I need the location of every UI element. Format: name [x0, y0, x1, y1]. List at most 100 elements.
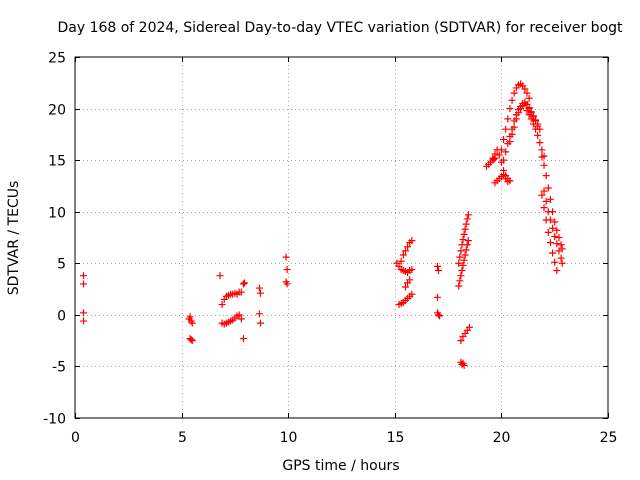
data-point: [408, 237, 416, 245]
data-point: [218, 301, 226, 309]
data-point: [542, 197, 550, 205]
data-point: [521, 85, 529, 93]
data-point: [502, 148, 510, 156]
y-tick-label: -10: [43, 412, 66, 428]
data-point: [555, 247, 563, 255]
data-point: [510, 89, 518, 97]
data-point: [534, 131, 542, 139]
data-point: [399, 251, 407, 259]
plot-frame: [74, 56, 609, 419]
data-point: [523, 89, 531, 97]
data-point: [456, 277, 464, 285]
data-point: [553, 267, 561, 275]
x-tick-label: 15: [387, 430, 405, 446]
series-sat-o: [401, 276, 414, 291]
data-point: [239, 280, 247, 288]
x-axis-title: GPS time / hours: [282, 458, 399, 474]
data-point: [406, 276, 414, 284]
data-point: [544, 228, 552, 236]
data-point: [188, 319, 196, 327]
data-point: [433, 262, 441, 270]
data-point: [495, 151, 503, 159]
series-sat-ad: [540, 187, 566, 267]
data-point: [435, 267, 443, 275]
data-point: [508, 130, 516, 138]
data-point: [529, 120, 537, 128]
data-point: [463, 215, 471, 223]
series-sat-y: [497, 80, 533, 154]
data-point: [540, 187, 548, 195]
data-point: [282, 253, 290, 261]
data-point: [460, 361, 468, 369]
x-tick-label: 20: [493, 430, 511, 446]
series-sat-q: [433, 309, 444, 320]
data-point: [465, 323, 473, 331]
data-point: [435, 311, 443, 319]
data-point: [256, 319, 264, 327]
data-point: [549, 224, 557, 232]
data-point: [460, 256, 468, 264]
x-tick-label: 5: [178, 430, 187, 446]
series-sat-h: [239, 279, 248, 288]
data-point: [256, 289, 264, 297]
data-point: [459, 261, 467, 269]
data-point: [500, 136, 508, 144]
data-point: [461, 251, 469, 259]
series-sat-ac: [538, 153, 566, 253]
data-point: [455, 259, 463, 267]
data-point: [551, 232, 559, 240]
data-point: [538, 153, 546, 161]
series-sat-v: [482, 154, 499, 170]
series-sat-j: [255, 284, 264, 327]
data-point: [460, 230, 468, 238]
data-point: [542, 172, 550, 180]
data-point: [433, 293, 441, 301]
data-point: [504, 178, 512, 186]
data-point: [542, 216, 550, 224]
data-point: [408, 265, 416, 273]
axis-ticks: 0 5 10 15 20 25 -10 -5 0 5 10 15 20 25: [43, 51, 617, 447]
data-point: [540, 161, 548, 169]
y-tick-label: 0: [57, 309, 66, 325]
data-point: [557, 254, 565, 262]
y-tick-label: 15: [48, 154, 66, 170]
data-point: [551, 258, 559, 266]
y-tick-label: -5: [52, 360, 66, 376]
data-point: [459, 236, 467, 244]
data-point: [240, 279, 248, 287]
series-sat-d: [186, 335, 196, 345]
x-tick-label: 0: [71, 430, 80, 446]
y-tick-label: 10: [48, 206, 66, 222]
x-tick-label: 25: [600, 430, 618, 446]
data-point: [457, 272, 465, 280]
data-point: [457, 337, 465, 345]
data-point: [404, 243, 412, 251]
data-point: [186, 313, 194, 321]
data-point: [80, 280, 88, 288]
data-point: [283, 280, 291, 288]
data-point: [188, 337, 196, 345]
series-sat-m: [397, 237, 416, 265]
data-point: [551, 218, 559, 226]
series-sat-f: [218, 288, 245, 309]
data-point: [504, 115, 512, 123]
data-point: [506, 138, 514, 146]
data-point: [510, 123, 518, 131]
series-sat-g: [218, 311, 245, 328]
series-sat-s: [457, 323, 473, 345]
data-point: [80, 317, 88, 325]
data-point: [216, 272, 224, 280]
data-point: [462, 220, 470, 228]
data-point: [283, 265, 291, 273]
y-tick-label: 25: [48, 51, 66, 67]
y-axis-title: SDTVAR / TECUs: [6, 181, 22, 296]
data-point: [237, 315, 245, 323]
data-point: [401, 283, 409, 291]
data-point: [80, 272, 88, 280]
data-point: [463, 241, 471, 249]
y-tick-label: 20: [48, 103, 66, 119]
grid: [75, 57, 608, 418]
data-point: [436, 312, 444, 320]
data-point: [255, 310, 263, 318]
